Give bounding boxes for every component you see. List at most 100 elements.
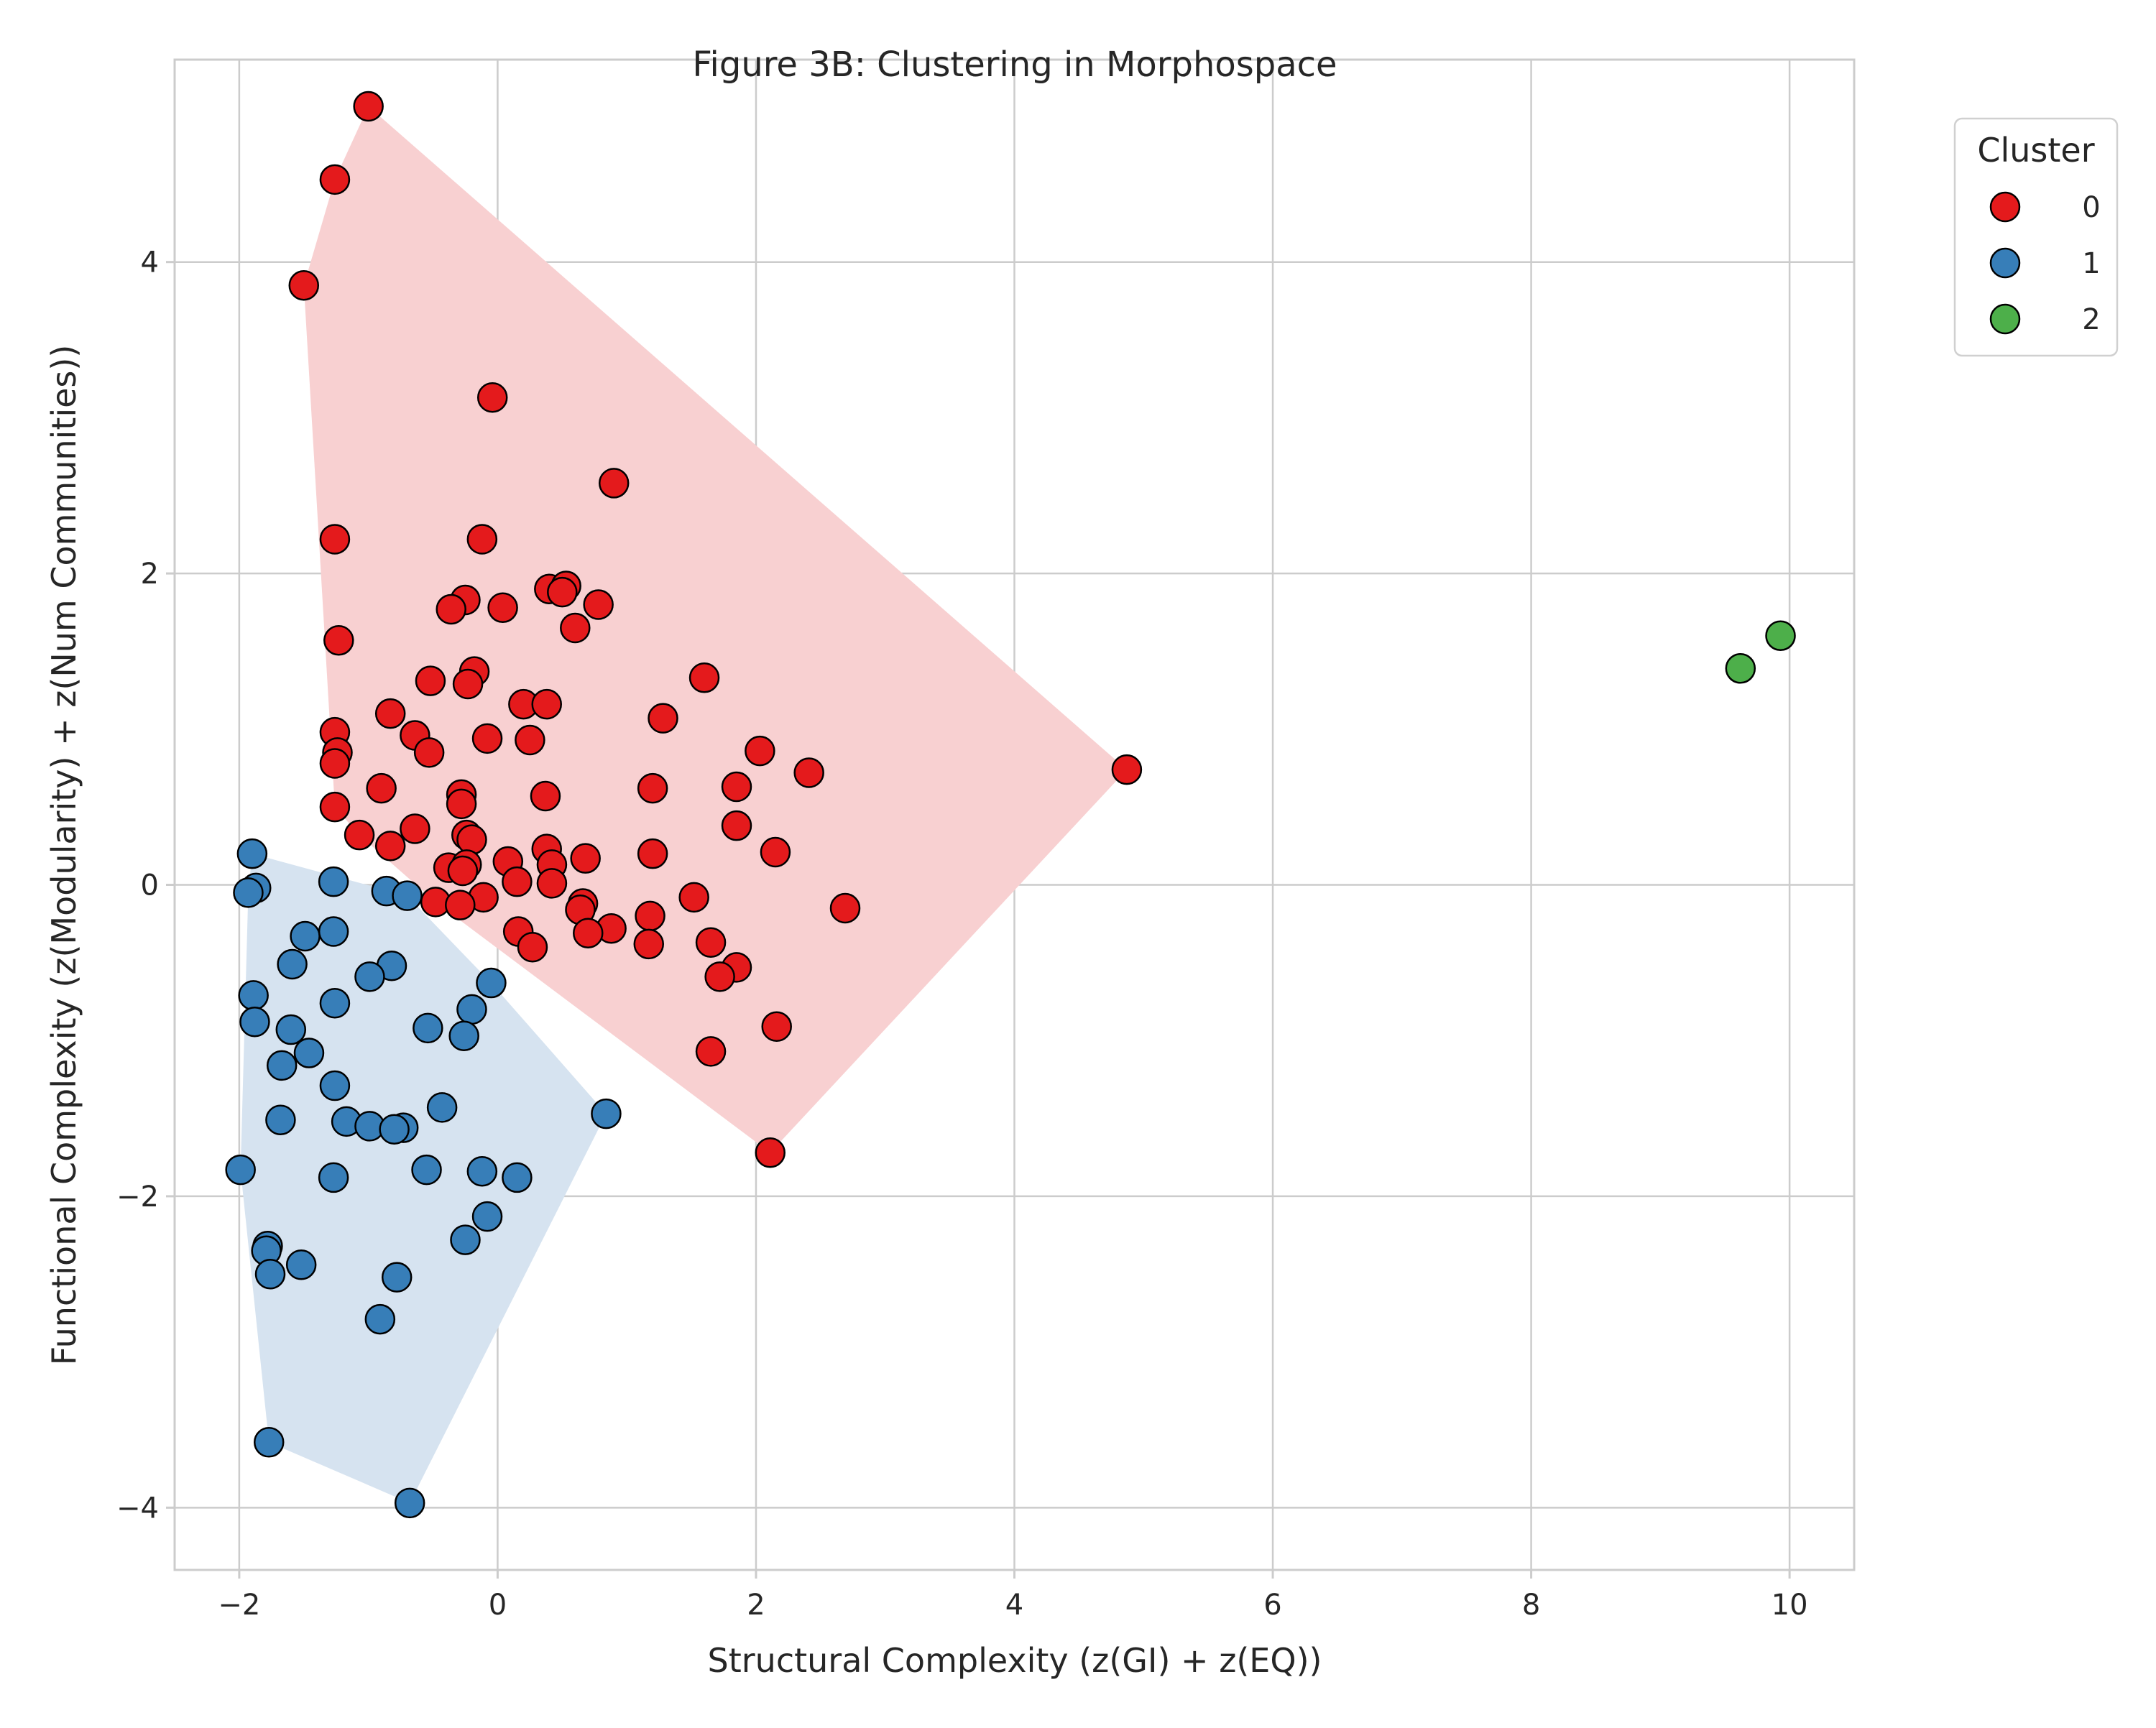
cluster-0-point xyxy=(531,688,562,720)
cluster-0-point xyxy=(288,269,320,301)
cluster-1-point xyxy=(591,1098,622,1129)
cluster-1-point xyxy=(233,877,264,908)
cluster-0-point xyxy=(755,1137,786,1168)
cluster-1-point xyxy=(364,1303,396,1335)
y-axis-label: Functional Complexity (z(Modularity) + z… xyxy=(45,345,83,1366)
cluster-0-point xyxy=(695,927,727,958)
cluster-2-point xyxy=(1725,653,1756,684)
cluster-0-point xyxy=(745,735,775,767)
legend-frame xyxy=(1953,117,2119,357)
cluster-0-point xyxy=(353,91,384,122)
cluster-0-point xyxy=(688,662,720,693)
legend-label-0: 0 xyxy=(2082,191,2100,224)
cluster-0-point xyxy=(319,748,351,779)
cluster-1-point xyxy=(254,1259,286,1290)
cluster-hulls xyxy=(240,106,1127,1503)
cluster-0-point xyxy=(721,810,752,841)
cluster-1-point xyxy=(239,1006,270,1038)
cluster-0-point xyxy=(413,737,445,768)
cluster-0-point xyxy=(319,524,351,555)
legend-marker-0 xyxy=(1989,191,2021,223)
cluster-0-point xyxy=(415,665,446,696)
cluster-0-point xyxy=(583,589,614,620)
cluster-0-point xyxy=(570,843,601,874)
cluster-0-point xyxy=(517,931,548,963)
cluster-0-point xyxy=(635,900,665,932)
cluster-0-point xyxy=(793,757,824,788)
cluster-0-point xyxy=(446,788,477,820)
cluster-1-point xyxy=(413,1012,443,1044)
cluster-1-point xyxy=(502,1162,533,1193)
cluster-0-point xyxy=(829,892,861,924)
cluster-1-point xyxy=(319,987,351,1019)
x-tick-label: 4 xyxy=(1005,1589,1023,1622)
cluster-1-point xyxy=(253,1427,285,1458)
cluster-1-point xyxy=(450,1224,481,1255)
cluster-1-point xyxy=(285,1249,317,1280)
chart-title: Figure 3B: Clustering in Morphospace xyxy=(692,45,1337,85)
cluster-1-point xyxy=(318,916,349,947)
x-tick-label: 8 xyxy=(1522,1589,1540,1622)
cluster-0-point xyxy=(323,625,354,656)
cluster-1-point xyxy=(448,1020,479,1051)
cluster-1-point xyxy=(266,1050,298,1081)
cluster-1-point xyxy=(319,1070,351,1101)
x-tick-label: 6 xyxy=(1263,1589,1281,1622)
cluster-0-point xyxy=(366,772,397,804)
cluster-0-point xyxy=(452,668,484,700)
cluster-0-point xyxy=(530,780,561,812)
cluster-0-point xyxy=(319,791,351,823)
legend-label-2: 2 xyxy=(2082,303,2100,336)
legend-title: Cluster xyxy=(1977,131,2094,170)
cluster-1-point xyxy=(471,1201,503,1232)
cluster-0-point xyxy=(637,772,668,804)
cluster-1-point xyxy=(277,948,308,980)
cluster-1-point xyxy=(236,838,268,869)
cluster-1-point xyxy=(318,866,349,897)
cluster-0-point xyxy=(695,1036,727,1067)
cluster-0-point xyxy=(502,866,533,897)
cluster-0-point xyxy=(637,838,668,869)
cluster-1-point xyxy=(275,1014,307,1045)
cluster-0-point xyxy=(515,724,545,756)
cluster-1-point xyxy=(290,920,321,952)
x-tick-label: 10 xyxy=(1772,1589,1808,1622)
cluster-0-point xyxy=(761,1011,792,1042)
cluster-0-point xyxy=(400,813,430,844)
cluster-0-point xyxy=(447,855,479,887)
cluster-1-point xyxy=(225,1154,256,1186)
cluster-1-point xyxy=(411,1154,442,1186)
y-tick-label: 0 xyxy=(141,869,159,902)
cluster-0-point xyxy=(536,868,568,899)
cluster-0-point xyxy=(456,824,487,855)
cluster-0-point xyxy=(633,928,665,960)
cluster-1-point xyxy=(265,1104,296,1135)
cluster-0-point xyxy=(704,961,735,992)
cluster-2-point xyxy=(1765,620,1796,652)
cluster-0-point xyxy=(471,723,503,754)
x-tick-label: 2 xyxy=(747,1589,765,1622)
cluster-1-point xyxy=(354,961,385,992)
legend-label-1: 1 xyxy=(2082,247,2100,280)
cluster-0-point xyxy=(721,771,752,803)
legend: Cluster 0 1 2 xyxy=(1953,117,2119,357)
cluster-0-point xyxy=(547,576,578,608)
legend-items: 0 1 2 xyxy=(1989,191,2101,336)
cluster-1-point xyxy=(379,1114,410,1145)
cluster-0-point xyxy=(436,593,466,625)
y-tick-label: 4 xyxy=(141,246,159,279)
cluster-0-point xyxy=(573,918,604,948)
cluster-0-point xyxy=(344,819,375,851)
cluster-1-point xyxy=(456,994,487,1025)
cluster-0-point xyxy=(560,612,591,644)
legend-marker-2 xyxy=(1989,303,2021,335)
cluster-0-point xyxy=(374,698,406,729)
x-axis-label: Structural Complexity (z(GI) + z(EQ)) xyxy=(708,1641,1322,1680)
cluster-1-point xyxy=(381,1262,413,1293)
cluster-0-point xyxy=(374,831,406,861)
cluster-0-point xyxy=(319,164,351,195)
cluster-0-point xyxy=(476,382,508,413)
x-tick-labels: −2 0 2 4 6 8 10 xyxy=(218,1589,1807,1622)
cluster-1-point xyxy=(392,880,423,911)
